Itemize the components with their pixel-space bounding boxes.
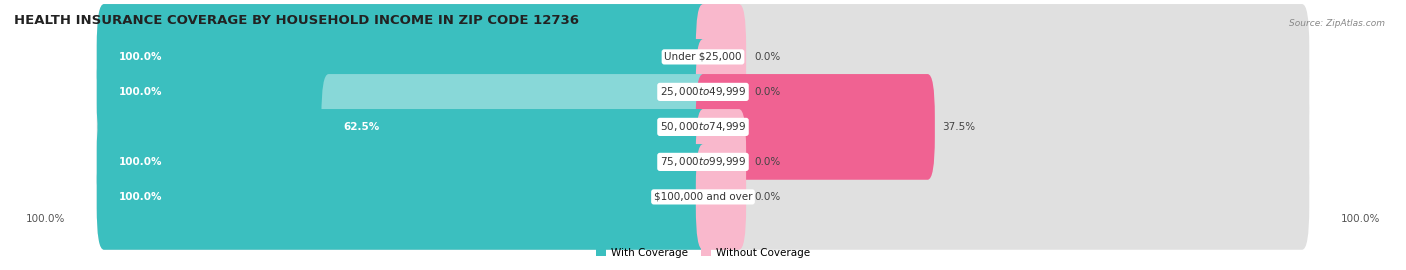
FancyBboxPatch shape — [696, 39, 747, 145]
FancyBboxPatch shape — [97, 39, 1309, 145]
FancyBboxPatch shape — [97, 4, 1309, 110]
FancyBboxPatch shape — [696, 4, 747, 110]
Text: 0.0%: 0.0% — [754, 157, 780, 167]
Legend: With Coverage, Without Coverage: With Coverage, Without Coverage — [596, 248, 810, 258]
Text: 100.0%: 100.0% — [120, 52, 163, 62]
Text: 100.0%: 100.0% — [120, 157, 163, 167]
Text: HEALTH INSURANCE COVERAGE BY HOUSEHOLD INCOME IN ZIP CODE 12736: HEALTH INSURANCE COVERAGE BY HOUSEHOLD I… — [14, 14, 579, 27]
Text: 100.0%: 100.0% — [1340, 214, 1379, 224]
Text: $75,000 to $99,999: $75,000 to $99,999 — [659, 156, 747, 168]
Text: 37.5%: 37.5% — [942, 122, 976, 132]
Text: 0.0%: 0.0% — [754, 87, 780, 97]
Text: 100.0%: 100.0% — [120, 192, 163, 202]
FancyBboxPatch shape — [97, 109, 710, 215]
FancyBboxPatch shape — [97, 74, 1309, 180]
Text: 100.0%: 100.0% — [27, 214, 66, 224]
Text: 0.0%: 0.0% — [754, 192, 780, 202]
FancyBboxPatch shape — [97, 4, 710, 110]
Text: $50,000 to $74,999: $50,000 to $74,999 — [659, 120, 747, 133]
FancyBboxPatch shape — [97, 144, 710, 250]
Text: 62.5%: 62.5% — [343, 122, 380, 132]
FancyBboxPatch shape — [322, 74, 710, 180]
Text: 100.0%: 100.0% — [120, 87, 163, 97]
FancyBboxPatch shape — [97, 109, 1309, 215]
Text: Under $25,000: Under $25,000 — [664, 52, 742, 62]
FancyBboxPatch shape — [696, 144, 747, 250]
FancyBboxPatch shape — [97, 144, 1309, 250]
Text: Source: ZipAtlas.com: Source: ZipAtlas.com — [1289, 19, 1385, 28]
Text: 0.0%: 0.0% — [754, 52, 780, 62]
Text: $100,000 and over: $100,000 and over — [654, 192, 752, 202]
Text: $25,000 to $49,999: $25,000 to $49,999 — [659, 85, 747, 98]
FancyBboxPatch shape — [696, 109, 747, 215]
FancyBboxPatch shape — [696, 74, 935, 180]
FancyBboxPatch shape — [97, 39, 710, 145]
